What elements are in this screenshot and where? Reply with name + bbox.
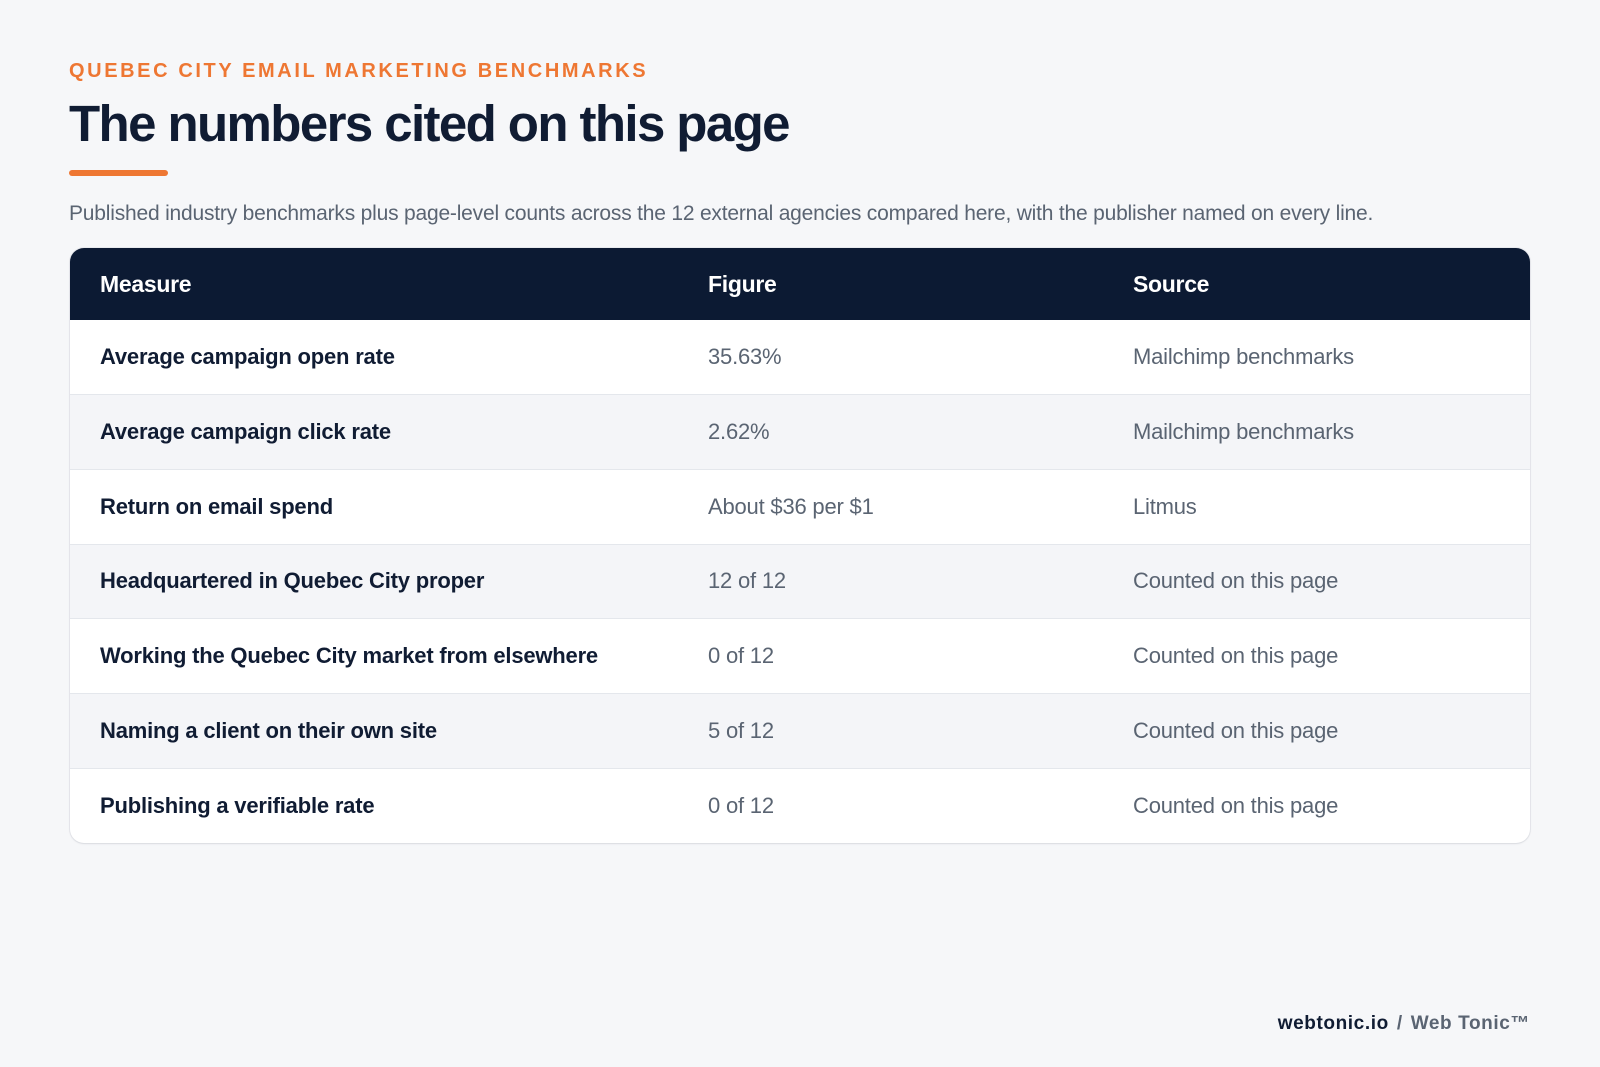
page-header: QUEBEC CITY EMAIL MARKETING BENCHMARKS T… [69, 58, 1530, 228]
source-cell: Mailchimp benchmarks [1133, 419, 1354, 445]
figure-cell: 0 of 12 [708, 792, 774, 818]
figure-cell: 2.62% [708, 419, 770, 445]
source-cell: Counted on this page [1133, 643, 1339, 669]
source-cell: Litmus [1133, 493, 1197, 519]
column-header-measure: Measure [100, 270, 192, 297]
table-row: Headquartered in Quebec City proper 12 o… [70, 544, 1530, 619]
table-header-row: Measure Figure Source [70, 248, 1530, 320]
figure-cell: About $36 per $1 [708, 493, 874, 519]
figure-cell: 0 of 12 [708, 643, 774, 669]
measure-cell: Average campaign open rate [100, 344, 395, 370]
table-row: Naming a client on their own site 5 of 1… [70, 693, 1530, 769]
measure-cell: Naming a client on their own site [100, 717, 437, 743]
source-cell: Counted on this page [1133, 568, 1339, 594]
measure-cell: Average campaign click rate [100, 419, 391, 445]
measure-cell: Return on email spend [100, 493, 333, 519]
measure-cell: Publishing a verifiable rate [100, 792, 375, 818]
table-row: Working the Quebec City market from else… [70, 618, 1530, 694]
footer-brand: Web Tonic™ [1410, 1013, 1530, 1034]
figure-cell: 12 of 12 [708, 568, 786, 594]
page-title: The numbers cited on this page [69, 95, 791, 152]
measure-cell: Working the Quebec City market from else… [100, 643, 598, 669]
source-cell: Counted on this page [1133, 792, 1339, 818]
figure-cell: 5 of 12 [708, 717, 774, 743]
table-row: Average campaign click rate 2.62% Mailch… [70, 394, 1530, 470]
source-cell: Counted on this page [1133, 717, 1339, 743]
footer-credit: webtonic.io / Web Tonic™ [1278, 1012, 1530, 1036]
table-row: Publishing a verifiable rate 0 of 12 Cou… [70, 768, 1530, 843]
title-accent-bar [69, 170, 168, 176]
measure-cell: Headquartered in Quebec City proper [100, 568, 485, 594]
table-row: Return on email spend About $36 per $1 L… [70, 469, 1530, 544]
table-body: Average campaign open rate 35.63% Mailch… [70, 320, 1530, 843]
benchmarks-table-card: Measure Figure Source Average campaign o… [70, 248, 1530, 843]
table-row: Average campaign open rate 35.63% Mailch… [70, 320, 1530, 395]
source-cell: Mailchimp benchmarks [1133, 344, 1354, 370]
eyebrow-label: QUEBEC CITY EMAIL MARKETING BENCHMARKS [69, 60, 649, 82]
benchmarks-table: Measure Figure Source Average campaign o… [70, 248, 1530, 843]
column-header-figure: Figure [708, 270, 777, 297]
page-subtitle: Published industry benchmarks plus page-… [69, 202, 1374, 225]
column-header-source: Source [1133, 270, 1210, 297]
footer-domain: webtonic.io [1277, 1013, 1389, 1034]
table-header: Measure Figure Source [70, 248, 1530, 320]
figure-cell: 35.63% [708, 344, 782, 370]
footer-separator: / [1396, 1013, 1403, 1034]
